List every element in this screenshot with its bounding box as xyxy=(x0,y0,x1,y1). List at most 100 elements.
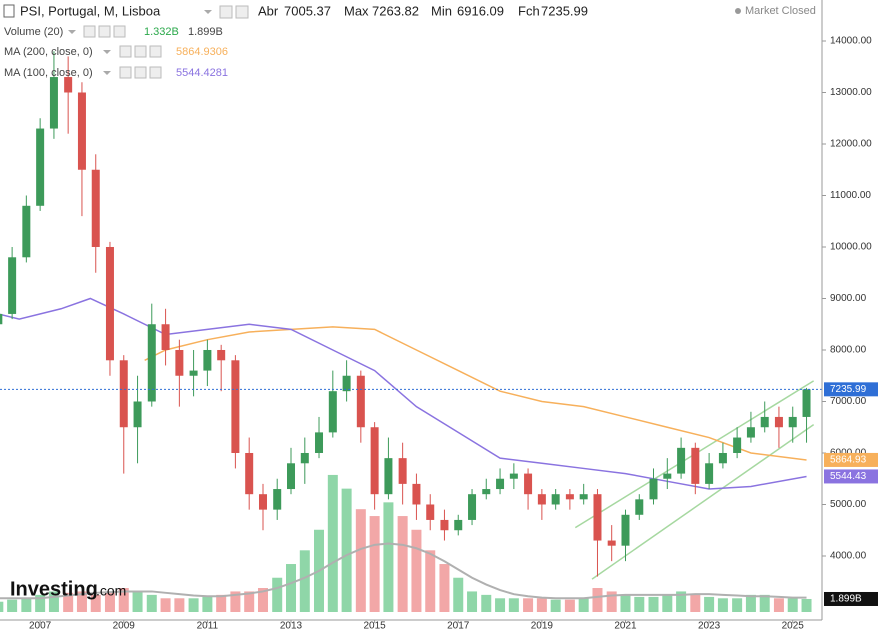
candle-body xyxy=(496,478,505,490)
candle-body xyxy=(36,128,45,206)
volume-bar xyxy=(76,591,87,612)
candle-body xyxy=(454,519,463,531)
volume-bar xyxy=(244,591,255,612)
candle-body xyxy=(537,494,546,505)
volume-bar xyxy=(160,598,171,612)
volume-tag: 1.899B xyxy=(830,594,862,605)
collapse-icon[interactable] xyxy=(3,4,15,18)
volume-bar xyxy=(383,502,394,612)
candle-body xyxy=(91,169,100,247)
ohlc-label: Abr xyxy=(258,3,279,18)
y-tick-label: 8000.00 xyxy=(830,345,867,356)
logo: Investing xyxy=(10,578,98,600)
volume-bar xyxy=(299,550,310,612)
candle-body xyxy=(300,452,309,464)
last-price-tag: 7235.99 xyxy=(830,384,867,395)
x-tick-label: 2009 xyxy=(113,621,136,632)
last-price-tag-box xyxy=(824,382,878,397)
settings-icon[interactable] xyxy=(219,5,233,19)
ohlc-label: Fch xyxy=(518,3,540,18)
candle-body xyxy=(161,324,170,350)
volume-bar xyxy=(7,599,18,612)
indicator-icon[interactable] xyxy=(119,66,132,79)
indicator-icon[interactable] xyxy=(149,45,162,58)
candle-body xyxy=(258,494,267,510)
volume-bar xyxy=(188,598,199,612)
volume-bar xyxy=(732,598,743,612)
candle-body xyxy=(342,375,351,392)
candle-body xyxy=(370,427,379,495)
y-tick-label: 5000.00 xyxy=(830,499,867,510)
candle-body xyxy=(621,514,630,546)
volume-bar xyxy=(536,598,547,612)
volume-bar xyxy=(676,591,687,612)
y-tick-label: 9000.00 xyxy=(830,293,867,304)
volume-bar xyxy=(453,577,464,612)
volume-bar xyxy=(578,598,589,612)
ohlc-label: Min xyxy=(431,3,452,18)
candle-body xyxy=(356,375,365,428)
volume-bar xyxy=(216,594,227,612)
volume-bar xyxy=(272,577,283,612)
volume-bar xyxy=(634,596,645,612)
candle-body xyxy=(426,504,435,520)
y-tick-label: 10000.00 xyxy=(830,242,872,253)
candle-body xyxy=(649,478,658,500)
volume-bar xyxy=(425,550,436,612)
volume-bar xyxy=(564,599,575,612)
volume-bar xyxy=(286,564,297,612)
volume-bar xyxy=(648,596,659,612)
plot-area xyxy=(0,51,822,612)
volume-bar xyxy=(174,598,185,612)
indicator-icon[interactable] xyxy=(134,45,147,58)
volume-bar xyxy=(341,488,352,612)
legend-ma[interactable]: MA (200, close, 0) xyxy=(4,46,93,58)
candle-body xyxy=(788,416,797,428)
indicator-icon[interactable] xyxy=(83,25,96,38)
dropdown-icon[interactable] xyxy=(68,30,76,34)
candle-body xyxy=(64,77,73,93)
x-tick-label: 2015 xyxy=(363,621,386,632)
candle-body xyxy=(509,473,518,479)
x-tick-label: 2023 xyxy=(698,621,721,632)
settings-icon[interactable] xyxy=(235,5,249,19)
indicator-icon[interactable] xyxy=(119,45,132,58)
indicator-icon[interactable] xyxy=(98,25,111,38)
volume-bar xyxy=(118,588,129,612)
volume-bar xyxy=(35,594,46,612)
volume-bar xyxy=(104,591,115,612)
candle-body xyxy=(440,519,449,531)
legend-value: 5864.9306 xyxy=(176,46,228,58)
candle-body xyxy=(733,437,742,453)
legend-volume[interactable]: Volume (20) xyxy=(4,26,63,38)
volume-bar xyxy=(508,598,519,612)
legend-ma[interactable]: MA (100, close, 0) xyxy=(4,67,93,79)
ohlc-label: Max xyxy=(344,3,369,18)
candle-body xyxy=(593,494,602,541)
volume-bar xyxy=(230,591,241,612)
trendline xyxy=(591,424,815,580)
status-dot xyxy=(735,8,741,14)
indicator-icon[interactable] xyxy=(113,25,126,38)
indicator-icon[interactable] xyxy=(134,66,147,79)
indicator-icon[interactable] xyxy=(149,66,162,79)
volume-bar xyxy=(759,594,770,612)
volume-bar xyxy=(690,594,701,612)
ohlc-value: 7263.82 xyxy=(372,3,419,18)
volume-bar xyxy=(439,564,450,612)
candle-body xyxy=(412,483,421,505)
candle-body xyxy=(105,246,114,361)
candle-body xyxy=(8,257,17,314)
volume-bar xyxy=(662,594,673,612)
candle-body xyxy=(175,349,184,376)
candle-body xyxy=(49,77,58,129)
volume-bar xyxy=(48,591,59,612)
instrument-title[interactable]: PSI, Portugal, M, Lisboa xyxy=(20,3,161,18)
candle-body xyxy=(691,447,700,484)
candle-body xyxy=(217,349,226,361)
volume-bar xyxy=(704,596,715,612)
candle-body xyxy=(551,494,560,505)
dropdown-icon[interactable] xyxy=(103,71,111,75)
dropdown-icon[interactable] xyxy=(204,10,212,14)
dropdown-icon[interactable] xyxy=(103,50,111,54)
